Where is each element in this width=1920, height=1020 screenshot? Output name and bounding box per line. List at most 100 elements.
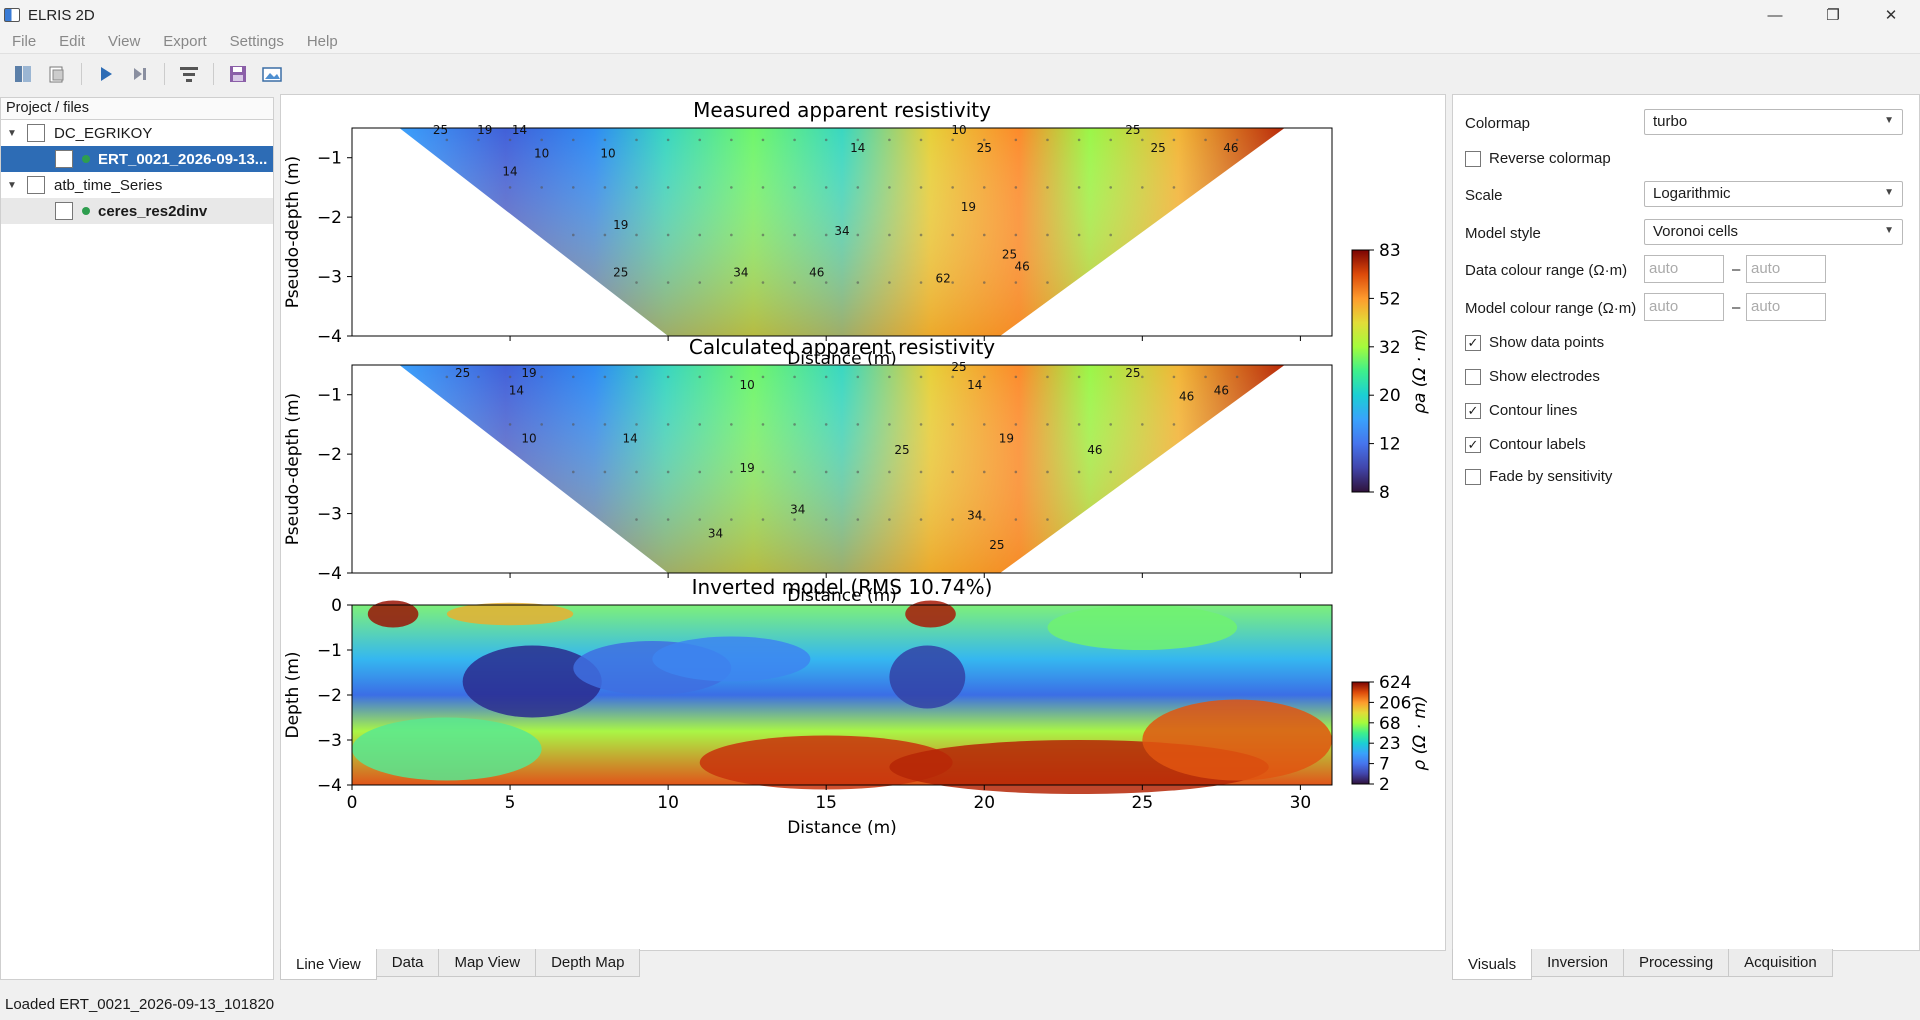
data-point xyxy=(1014,186,1018,189)
data-point xyxy=(1014,233,1018,237)
model-style-select[interactable]: Voronoi cells ▼ xyxy=(1644,219,1903,245)
checkbox[interactable] xyxy=(27,176,45,194)
plot-area: Measured apparent resistivity 25 19 14 10 10 1… xyxy=(280,94,1446,951)
minimize-button[interactable]: — xyxy=(1767,6,1783,24)
checkbox[interactable] xyxy=(55,150,73,168)
data-point xyxy=(793,281,796,284)
contour-label: 46 xyxy=(1179,390,1194,404)
data-point xyxy=(856,423,860,426)
fade-by-sensitivity-row[interactable]: Fade by sensitivity xyxy=(1465,468,1612,485)
expand-arrow-icon[interactable]: ▼ xyxy=(7,127,17,139)
colorbar xyxy=(1351,681,1370,785)
tree-item-ert-0021[interactable]: ERT_0021_2026-09-13... xyxy=(1,146,273,172)
show-electrodes-checkbox[interactable] xyxy=(1465,368,1481,385)
data-point xyxy=(1204,138,1207,142)
maximize-button[interactable]: ❐ xyxy=(1826,7,1840,24)
show-data-points-checkbox[interactable]: ✓ xyxy=(1465,334,1481,351)
data-range-min-input[interactable]: auto xyxy=(1644,255,1724,283)
contour-lines-checkbox[interactable]: ✓ xyxy=(1465,402,1481,419)
menu-export[interactable]: Export xyxy=(163,33,207,50)
data-point xyxy=(982,138,986,142)
menu-file[interactable]: File xyxy=(12,33,37,50)
tab-inversion[interactable]: Inversion xyxy=(1531,949,1624,977)
data-point xyxy=(824,518,828,521)
tree-item-ceres-res2dinv[interactable]: ceres_res2dinv xyxy=(1,198,273,224)
menu-settings[interactable]: Settings xyxy=(229,33,284,50)
export-image-icon[interactable] xyxy=(259,61,285,87)
close-button[interactable]: ✕ xyxy=(1884,7,1898,24)
filter-icon[interactable] xyxy=(176,61,202,87)
data-point xyxy=(1077,138,1081,142)
reverse-colormap-checkbox[interactable] xyxy=(1465,150,1481,167)
data-point xyxy=(951,233,954,237)
show-electrodes-row[interactable]: Show electrodes xyxy=(1465,368,1600,385)
tree-item-atb-time-series[interactable]: ▼ atb_time_Series xyxy=(1,172,273,198)
data-point xyxy=(982,470,986,474)
contour-lines-label: Contour lines xyxy=(1489,402,1578,419)
y-tick-label: −2 xyxy=(317,208,342,228)
data-point xyxy=(666,233,670,237)
data-point xyxy=(856,518,860,521)
tab-depth-map[interactable]: Depth Map xyxy=(535,949,641,977)
tab-acquisition[interactable]: Acquisition xyxy=(1728,949,1833,977)
show-data-points-row[interactable]: ✓ Show data points xyxy=(1465,334,1604,351)
model-range-max-input[interactable]: auto xyxy=(1746,293,1826,321)
data-point xyxy=(888,233,891,237)
model-cell-cluster xyxy=(889,645,966,709)
contour-lines-row[interactable]: ✓ Contour lines xyxy=(1465,402,1577,419)
data-point xyxy=(856,186,860,189)
scale-select[interactable]: Logarithmic ▼ xyxy=(1644,181,1903,207)
contour-label: 25 xyxy=(1125,366,1140,380)
model-cell-cluster xyxy=(652,636,811,682)
contour-label: 19 xyxy=(740,461,755,475)
scale-value: Logarithmic xyxy=(1653,185,1731,202)
open-project-icon[interactable] xyxy=(10,61,36,87)
tab-map-view[interactable]: Map View xyxy=(438,949,537,977)
save-icon[interactable] xyxy=(225,61,251,87)
colormap-label: Colormap xyxy=(1465,115,1531,132)
y-axis-label: Depth (m) xyxy=(283,651,303,738)
menu-view[interactable]: View xyxy=(108,33,141,50)
data-point xyxy=(445,138,449,142)
tab-line-view[interactable]: Line View xyxy=(280,949,377,980)
expand-arrow-icon[interactable]: ▼ xyxy=(7,179,17,191)
open-file-icon[interactable] xyxy=(44,61,70,87)
menu-help[interactable]: Help xyxy=(306,33,338,50)
data-point xyxy=(603,375,607,379)
checkbox[interactable] xyxy=(55,202,73,220)
fade-by-sensitivity-checkbox[interactable] xyxy=(1465,468,1481,485)
contour-labels-row[interactable]: ✓ Contour labels xyxy=(1465,436,1586,453)
checkbox[interactable] xyxy=(27,124,45,142)
tree-item-dc-egrikoy[interactable]: ▼ DC_EGRIKOY xyxy=(1,120,273,146)
data-point xyxy=(477,138,480,142)
tab-visuals[interactable]: Visuals xyxy=(1452,949,1533,980)
reverse-colormap-row[interactable]: Reverse colormap xyxy=(1465,150,1611,167)
data-point xyxy=(919,375,923,379)
tab-data[interactable]: Data xyxy=(375,949,440,977)
range-dash: – xyxy=(1732,299,1741,316)
data-point xyxy=(824,423,828,426)
data-point xyxy=(856,375,860,379)
data-point xyxy=(761,518,765,521)
data-point xyxy=(508,138,512,142)
data-point xyxy=(571,423,575,426)
data-point xyxy=(698,470,702,474)
data-point xyxy=(793,518,796,521)
colormap-select[interactable]: turbo ▼ xyxy=(1644,109,1903,135)
colorbar-label: ρa (Ω · m) xyxy=(1410,328,1430,414)
colorbar-tick-label: 8 xyxy=(1379,483,1390,503)
colorbar-tick-label: 20 xyxy=(1379,386,1401,406)
menu-edit[interactable]: Edit xyxy=(59,33,86,50)
data-point xyxy=(666,138,670,142)
data-range-max-input[interactable]: auto xyxy=(1746,255,1826,283)
step-icon[interactable] xyxy=(127,61,153,87)
data-point xyxy=(635,470,638,474)
contour-labels-checkbox[interactable]: ✓ xyxy=(1465,436,1481,453)
data-point xyxy=(1141,138,1144,142)
data-point xyxy=(951,470,954,474)
model-range-min-input[interactable]: auto xyxy=(1644,293,1724,321)
tab-processing[interactable]: Processing xyxy=(1622,949,1730,977)
run-icon[interactable] xyxy=(93,61,119,87)
data-point xyxy=(951,423,954,426)
